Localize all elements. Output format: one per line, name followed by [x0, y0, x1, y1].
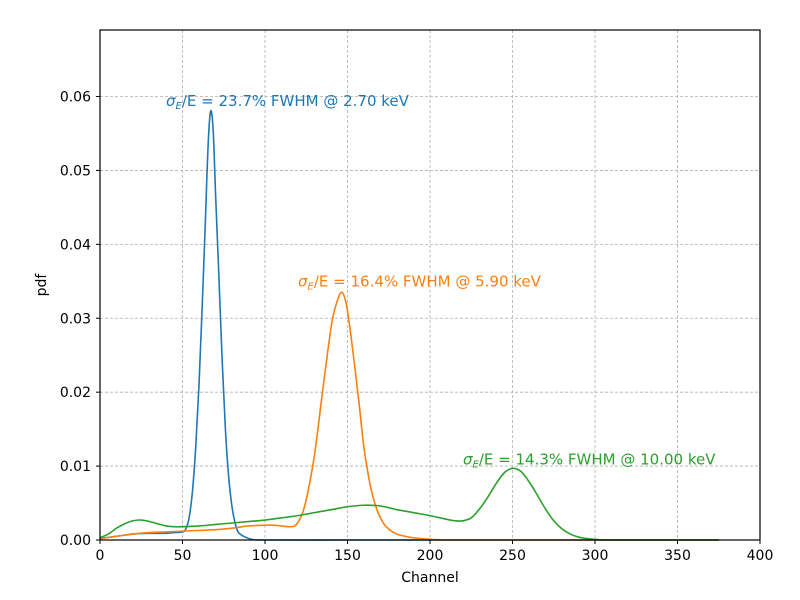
sigma-symbol: σ	[463, 451, 473, 469]
y-tick-label: 0.05	[60, 163, 91, 179]
x-tick-label: 150	[334, 548, 361, 564]
y-tick-label: 0.06	[60, 90, 91, 106]
x-axis-ticks: 0 50 100 150 200 250 300 350 400	[96, 540, 774, 564]
peak-annotation-3: σE/E = 14.3% FWHM @ 10.00 keV	[463, 451, 716, 471]
y-tick-label: 0.03	[60, 311, 91, 327]
y-axis-label: pdf	[34, 273, 50, 297]
annotation-text: /E = 23.7% FWHM @ 2.70 keV	[182, 92, 410, 110]
x-tick-label: 100	[252, 548, 279, 564]
sigma-symbol: σ	[166, 92, 176, 110]
x-tick-label: 0	[96, 548, 105, 564]
y-tick-label: 0.00	[60, 533, 91, 549]
annotation-text: /E = 16.4% FWHM @ 5.90 keV	[314, 272, 542, 290]
peak-annotation-2: σE/E = 16.4% FWHM @ 5.90 keV	[298, 272, 542, 292]
peak-annotation-1: σE/E = 23.7% FWHM @ 2.70 keV	[166, 92, 410, 112]
annotation-text: /E = 14.3% FWHM @ 10.00 keV	[479, 451, 716, 469]
x-tick-label: 400	[747, 548, 774, 564]
series-line-2	[99, 291, 719, 541]
sigma-symbol: σ	[298, 272, 308, 290]
sigma-subscript: E	[473, 460, 480, 471]
x-tick-label: 200	[417, 548, 444, 564]
sigma-subscript: E	[176, 101, 183, 112]
x-tick-label: 350	[664, 548, 691, 564]
y-tick-label: 0.01	[60, 459, 91, 475]
sigma-subscript: E	[308, 281, 315, 292]
x-tick-label: 300	[582, 548, 609, 564]
x-axis-label: Channel	[401, 570, 458, 586]
x-tick-label: 50	[174, 548, 192, 564]
y-tick-label: 0.04	[60, 237, 91, 253]
series-line-3	[99, 467, 719, 541]
x-tick-label: 250	[499, 548, 526, 564]
y-tick-label: 0.02	[60, 385, 91, 401]
y-axis-ticks: 0.00 0.01 0.02 0.03 0.04 0.05 0.06	[60, 90, 100, 549]
